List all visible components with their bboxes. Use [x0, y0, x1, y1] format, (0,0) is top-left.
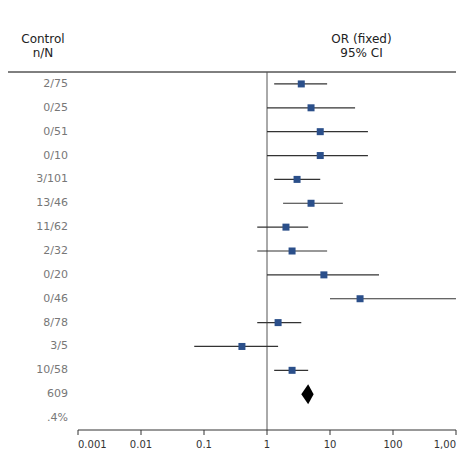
study-label: 11/62	[36, 220, 68, 233]
x-tick-label: 0.001	[78, 439, 107, 450]
header-left-line: n/N	[33, 46, 54, 60]
study-label: 0/20	[43, 268, 68, 281]
header-separator	[8, 72, 456, 73]
x-tick-label: 0.1	[196, 439, 212, 450]
estimate-square	[317, 128, 324, 135]
x-tick-label: 100	[383, 439, 402, 450]
x-tick-label: 1	[264, 439, 270, 450]
study-label: 0/10	[43, 149, 68, 162]
bottom-label: .4%	[47, 411, 68, 424]
x-tick	[78, 430, 79, 435]
x-tick	[330, 430, 331, 435]
x-tick-label: 10	[324, 439, 337, 450]
plot-area	[194, 72, 456, 430]
header-left: Controln/N	[21, 32, 64, 60]
header-left-line: Control	[21, 32, 64, 46]
estimate-square	[308, 200, 315, 207]
summary-label: 609	[47, 387, 68, 400]
x-tick	[204, 430, 205, 435]
study-label: 0/51	[43, 125, 68, 138]
study-label: 3/5	[50, 339, 68, 352]
study-label: 2/32	[43, 244, 68, 257]
ci-line	[194, 346, 278, 347]
estimate-square	[238, 343, 245, 350]
estimate-square	[357, 295, 364, 302]
estimate-square	[294, 176, 301, 183]
estimate-square	[275, 319, 282, 326]
ci-line	[330, 298, 456, 299]
x-tick-label: 1,00	[434, 439, 456, 450]
study-label: 0/25	[43, 101, 68, 114]
x-tick	[393, 430, 394, 435]
header-right-line: 95% CI	[340, 46, 382, 60]
study-label: 2/75	[43, 77, 68, 90]
study-label: 8/78	[43, 316, 68, 329]
estimate-square	[317, 152, 324, 159]
chart: Controln/N OR (fixed)95% CI 2/75 0/25 0/51 0/…	[0, 0, 474, 474]
estimate-square	[308, 104, 315, 111]
header-right-line: OR (fixed)	[331, 32, 391, 46]
x-tick	[456, 430, 457, 435]
study-label: 10/58	[36, 363, 68, 376]
x-tick	[141, 430, 142, 435]
estimate-square	[282, 224, 289, 231]
estimate-square	[298, 80, 305, 87]
estimate-square	[289, 367, 296, 374]
estimate-square	[320, 271, 327, 278]
study-label: 13/46	[36, 196, 68, 209]
study-label: 0/46	[43, 292, 68, 305]
background	[0, 0, 474, 474]
study-label: 3/101	[36, 172, 68, 185]
estimate-square	[289, 248, 296, 255]
x-tick-label: 0.01	[130, 439, 152, 450]
x-tick	[267, 430, 268, 435]
summary-diamond	[301, 384, 313, 404]
header-right: OR (fixed)95% CI	[331, 32, 391, 60]
